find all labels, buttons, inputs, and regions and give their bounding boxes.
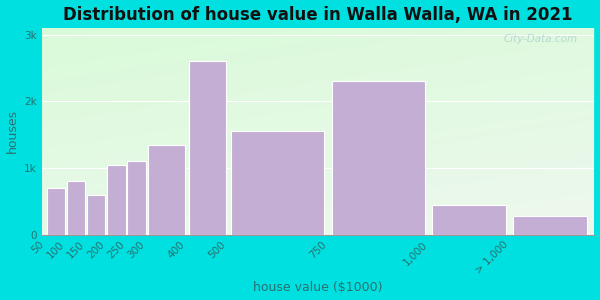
Text: City-Data.com: City-Data.com [504, 34, 578, 44]
Bar [67, 181, 85, 235]
Bar [87, 195, 106, 235]
Bar [332, 81, 425, 235]
Bar [232, 131, 324, 235]
X-axis label: house value ($1000): house value ($1000) [253, 281, 383, 294]
Bar [148, 145, 185, 235]
Bar [188, 61, 226, 235]
Bar [432, 205, 506, 235]
Bar [127, 161, 146, 235]
Title: Distribution of house value in Walla Walla, WA in 2021: Distribution of house value in Walla Wal… [64, 6, 573, 24]
Y-axis label: houses: houses [5, 109, 19, 153]
Bar [47, 188, 65, 235]
Bar [107, 165, 125, 235]
Bar [513, 216, 587, 235]
